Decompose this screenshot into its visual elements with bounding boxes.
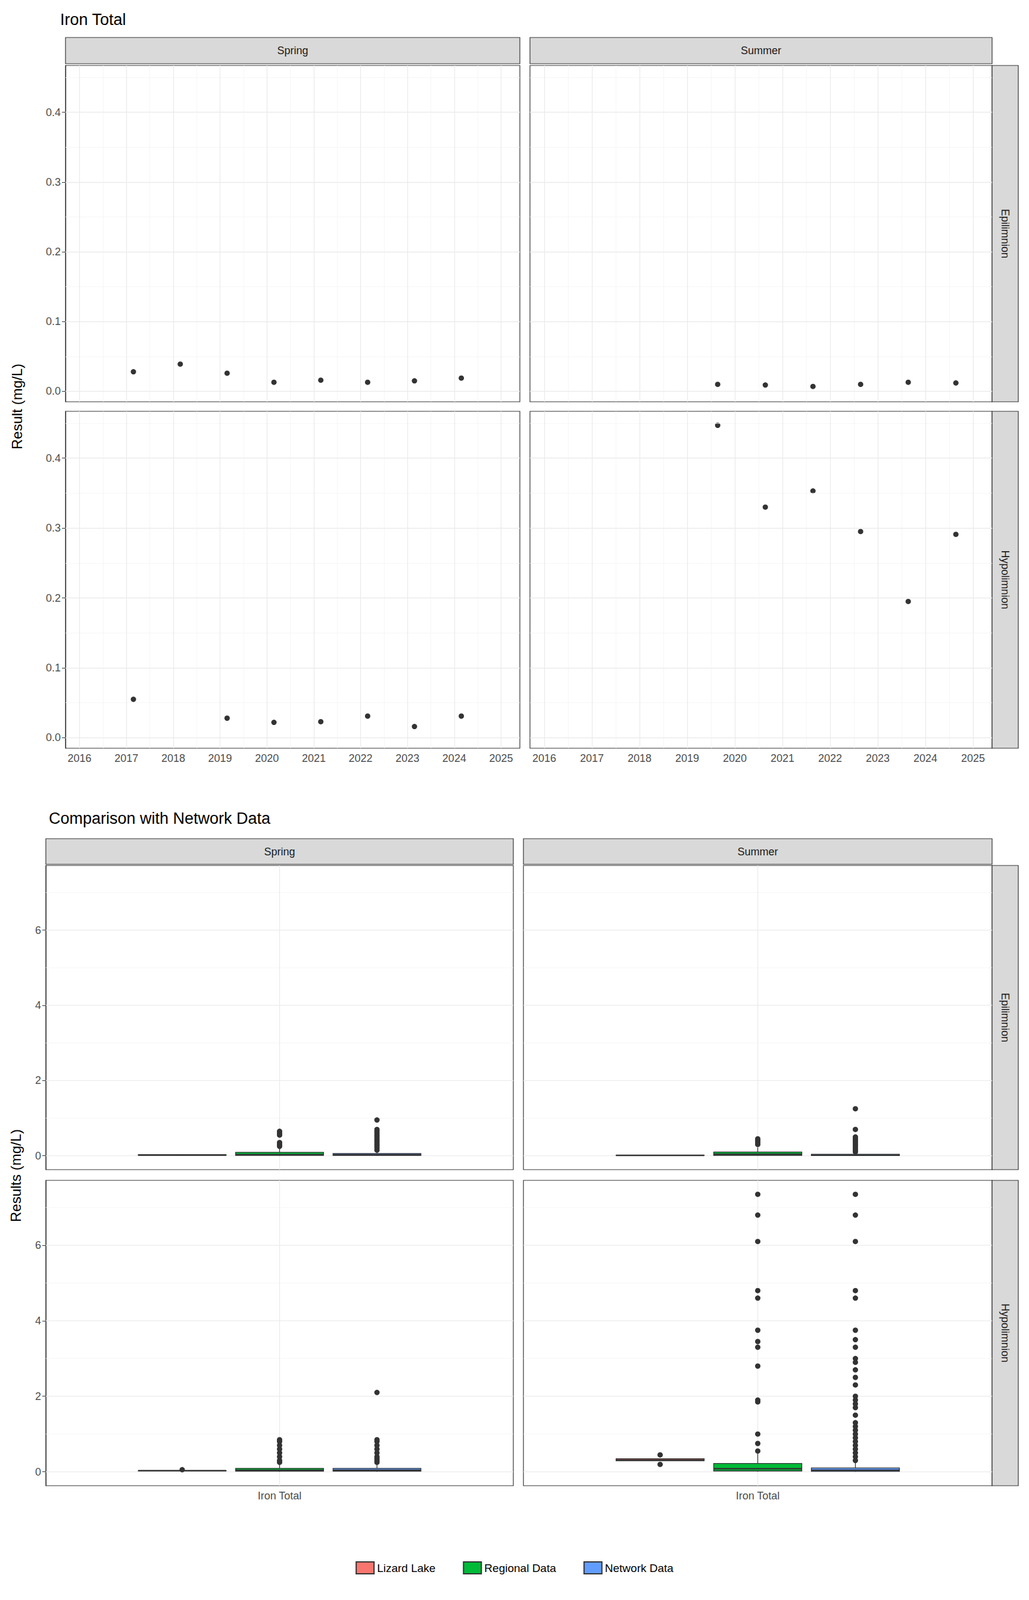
svg-text:Network Data: Network Data [605, 1562, 675, 1576]
svg-text:0.3: 0.3 [45, 176, 61, 189]
svg-text:0.4: 0.4 [45, 452, 61, 465]
svg-text:2025: 2025 [961, 752, 985, 765]
svg-text:4: 4 [35, 1315, 42, 1328]
svg-text:Epilimnion: Epilimnion [999, 209, 1012, 259]
svg-text:2016: 2016 [532, 752, 557, 765]
svg-text:Result (mg/L): Result (mg/L) [8, 363, 26, 450]
svg-text:2018: 2018 [161, 752, 186, 765]
svg-text:2017: 2017 [580, 752, 604, 765]
svg-text:2017: 2017 [114, 752, 139, 765]
svg-text:0.2: 0.2 [45, 245, 61, 258]
svg-text:2021: 2021 [301, 752, 326, 765]
svg-text:Summer: Summer [740, 44, 782, 57]
svg-text:2023: 2023 [865, 752, 890, 765]
svg-text:2021: 2021 [770, 752, 795, 765]
svg-text:Iron Total: Iron Total [736, 1490, 781, 1503]
svg-text:4: 4 [35, 999, 42, 1012]
svg-text:2023: 2023 [395, 752, 420, 765]
svg-text:2: 2 [35, 1391, 42, 1403]
svg-text:2022: 2022 [348, 752, 373, 765]
svg-text:0.1: 0.1 [45, 662, 61, 675]
svg-text:2018: 2018 [627, 752, 652, 765]
svg-text:Results (mg/L): Results (mg/L) [7, 1129, 24, 1223]
svg-text:0.4: 0.4 [45, 106, 61, 119]
svg-text:Hypolimnion: Hypolimnion [999, 550, 1012, 610]
svg-text:6: 6 [35, 1239, 42, 1252]
svg-text:0.3: 0.3 [45, 522, 61, 535]
svg-text:Summer: Summer [737, 846, 778, 859]
svg-text:0.0: 0.0 [45, 731, 61, 744]
svg-text:2019: 2019 [675, 752, 700, 765]
svg-text:2022: 2022 [818, 752, 843, 765]
svg-text:2: 2 [35, 1074, 42, 1087]
svg-text:0: 0 [35, 1150, 42, 1163]
svg-text:Comparison with Network Data: Comparison with Network Data [48, 809, 271, 828]
svg-text:Epilimnion: Epilimnion [999, 993, 1012, 1043]
svg-text:6: 6 [35, 924, 42, 937]
svg-text:0.0: 0.0 [45, 385, 61, 398]
svg-text:Iron Total: Iron Total [60, 10, 127, 29]
svg-text:Hypolimnion: Hypolimnion [999, 1304, 1012, 1364]
svg-text:0.2: 0.2 [45, 592, 61, 605]
svg-text:2020: 2020 [254, 752, 279, 765]
svg-text:Iron Total: Iron Total [257, 1490, 302, 1503]
svg-text:Spring: Spring [263, 846, 295, 859]
svg-text:2019: 2019 [208, 752, 233, 765]
svg-text:2024: 2024 [913, 752, 938, 765]
svg-text:2020: 2020 [722, 752, 747, 765]
svg-text:0.1: 0.1 [45, 315, 61, 328]
svg-text:2024: 2024 [442, 752, 467, 765]
svg-text:Spring: Spring [276, 44, 308, 57]
svg-text:2016: 2016 [67, 752, 92, 765]
svg-text:Lizard Lake: Lizard Lake [376, 1562, 436, 1576]
svg-text:0: 0 [35, 1466, 42, 1479]
svg-text:2025: 2025 [489, 752, 514, 765]
svg-text:Regional Data: Regional Data [484, 1562, 557, 1576]
